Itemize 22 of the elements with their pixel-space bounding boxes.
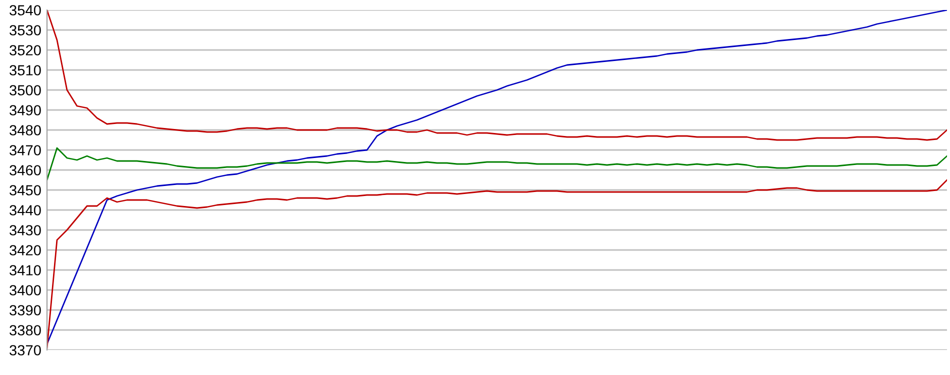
y-tick-label: 3440 bbox=[10, 205, 41, 216]
line-series bbox=[47, 10, 947, 141]
y-tick-label: 3430 bbox=[10, 225, 41, 236]
y-tick-label: 3410 bbox=[10, 265, 41, 276]
line-series bbox=[47, 179, 947, 349]
y-tick-label: 3380 bbox=[10, 325, 41, 336]
y-tick-label: 3470 bbox=[10, 145, 41, 156]
y-tick-label: 3510 bbox=[10, 65, 41, 76]
y-tick-label: 3490 bbox=[10, 105, 41, 116]
line-series bbox=[47, 10, 947, 345]
y-tick-label: 3520 bbox=[10, 45, 41, 56]
y-tick-label: 3540 bbox=[10, 5, 41, 16]
y-tick-label: 3530 bbox=[10, 25, 41, 36]
line-series bbox=[47, 147, 947, 181]
y-tick-label: 3500 bbox=[10, 85, 41, 96]
y-tick-label: 3450 bbox=[10, 185, 41, 196]
y-tick-label: 3390 bbox=[10, 305, 41, 316]
y-tick-label: 3420 bbox=[10, 245, 41, 256]
y-tick-label: 3460 bbox=[10, 165, 41, 176]
y-tick-label: 3370 bbox=[10, 345, 41, 356]
y-tick-label: 3400 bbox=[10, 285, 41, 296]
y-tick-label: 3480 bbox=[10, 125, 41, 136]
